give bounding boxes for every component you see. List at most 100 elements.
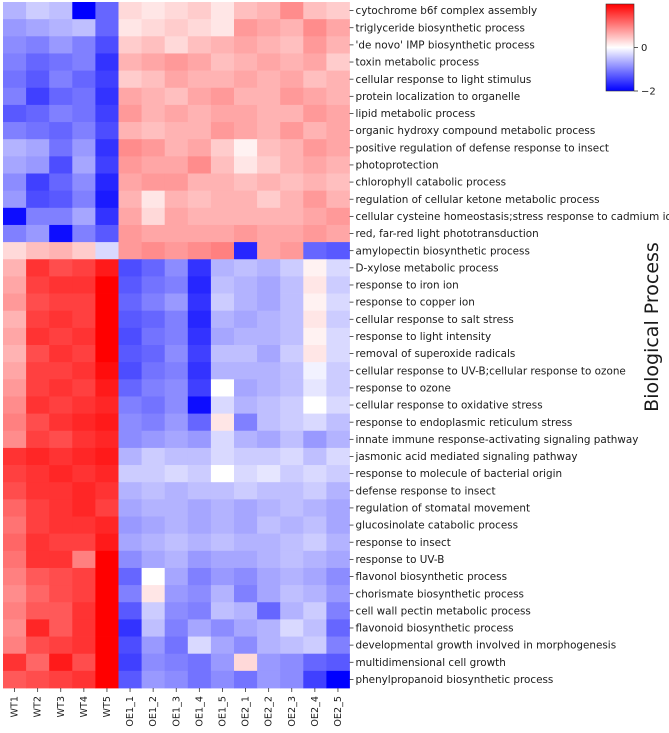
heatmap-cell	[257, 465, 281, 483]
heatmap-cell	[49, 122, 73, 140]
heatmap-cell	[49, 362, 73, 380]
heatmap-cell	[3, 413, 27, 432]
heatmap-cell	[72, 653, 96, 672]
heatmap-cell	[303, 310, 327, 329]
heatmap-cell	[187, 327, 212, 346]
heatmap-cell	[95, 465, 119, 483]
heatmap-cell	[49, 173, 73, 192]
heatmap-cell	[49, 53, 73, 71]
heatmap-cell	[26, 602, 50, 620]
heatmap-cell	[187, 53, 212, 71]
heatmap-cell	[234, 465, 258, 483]
heatmap-cell	[257, 567, 281, 586]
heatmap-cell	[234, 36, 258, 54]
heatmap-cell	[95, 327, 119, 346]
heatmap-cell	[164, 104, 189, 123]
heatmap-cell	[26, 242, 50, 260]
heatmap-cell	[26, 19, 50, 37]
heatmap-cell	[118, 482, 142, 500]
colorbar-tick-label: −2	[641, 87, 656, 98]
heatmap-cell	[164, 259, 189, 277]
heatmap-cell	[257, 619, 281, 637]
heatmap-cell	[210, 87, 235, 106]
heatmap-cell	[164, 2, 189, 20]
heatmap-cell	[141, 499, 166, 517]
heatmap-cell	[234, 345, 258, 363]
column-label: OE2_1	[241, 696, 252, 727]
heatmap-cell	[72, 122, 96, 140]
heatmap-cell	[280, 53, 304, 71]
row-label: response to ozone	[356, 382, 451, 394]
heatmap-cell	[141, 447, 166, 466]
row-label: cellular response to oxidative stress	[356, 400, 543, 412]
heatmap-cell	[49, 670, 73, 689]
heatmap-cell	[3, 653, 27, 672]
heatmap-cell	[326, 310, 350, 329]
heatmap-cell	[257, 87, 281, 106]
heatmap-cell	[3, 670, 27, 689]
heatmap-cell	[118, 413, 142, 432]
heatmap-cell	[118, 36, 142, 54]
heatmap-cell	[303, 70, 327, 89]
heatmap-cell	[3, 567, 27, 586]
heatmap-cell	[72, 585, 96, 603]
heatmap-cell	[118, 516, 142, 535]
heatmap-cell	[280, 362, 304, 380]
heatmap-cell	[303, 379, 327, 397]
heatmap-cell	[164, 413, 189, 432]
heatmap-cell	[234, 482, 258, 500]
heatmap-cell	[3, 636, 27, 655]
heatmap-cell	[164, 533, 189, 552]
heatmap-cell	[326, 327, 350, 346]
heatmap-cell	[26, 156, 50, 174]
heatmap-cell	[26, 104, 50, 123]
heatmap-cell	[95, 602, 119, 620]
heatmap-cell	[72, 293, 96, 312]
heatmap-cell	[326, 362, 350, 380]
heatmap-cell	[280, 259, 304, 277]
heatmap-cell	[3, 104, 27, 123]
heatmap-cell	[26, 70, 50, 89]
heatmap-cell	[141, 533, 166, 552]
heatmap-cell	[187, 499, 212, 517]
heatmap-cell	[280, 19, 304, 37]
heatmap-cell	[164, 653, 189, 672]
heatmap-cell	[72, 190, 96, 209]
heatmap-cell	[3, 70, 27, 89]
heatmap-cell	[164, 156, 189, 174]
heatmap-cell	[303, 413, 327, 432]
heatmap-cell	[257, 362, 281, 380]
heatmap-cell	[280, 207, 304, 226]
heatmap-cell	[187, 70, 212, 89]
heatmap-cell	[49, 293, 73, 312]
heatmap-cell	[72, 70, 96, 89]
heatmap-cell	[141, 122, 166, 140]
heatmap-cell	[164, 430, 189, 449]
heatmap-cell	[280, 36, 304, 54]
heatmap-cell	[257, 310, 281, 329]
heatmap-cell	[3, 190, 27, 209]
heatmap-cell	[326, 276, 350, 294]
heatmap-cell	[49, 156, 73, 174]
heatmap-cell	[26, 550, 50, 569]
heatmap-cell	[118, 259, 142, 277]
heatmap-cell	[257, 293, 281, 312]
heatmap-cell	[187, 207, 212, 226]
heatmap-cell	[210, 413, 235, 432]
heatmap-cell	[118, 2, 142, 20]
row-label: cellular cysteine homeostasis;stress res…	[356, 211, 669, 223]
heatmap-cell	[141, 293, 166, 312]
heatmap-cell	[326, 413, 350, 432]
heatmap-cell	[303, 156, 327, 174]
row-label: chorismate biosynthetic process	[356, 588, 524, 600]
heatmap-cell	[141, 190, 166, 209]
heatmap-cell	[257, 550, 281, 569]
heatmap-cell	[234, 619, 258, 637]
heatmap-cell	[95, 567, 119, 586]
heatmap-cell	[141, 36, 166, 54]
heatmap-cell	[210, 379, 235, 397]
row-label: cellular response to UV-B;cellular respo…	[356, 365, 626, 377]
heatmap-cell	[187, 447, 212, 466]
heatmap-cell	[141, 87, 166, 106]
heatmap-cell	[280, 619, 304, 637]
